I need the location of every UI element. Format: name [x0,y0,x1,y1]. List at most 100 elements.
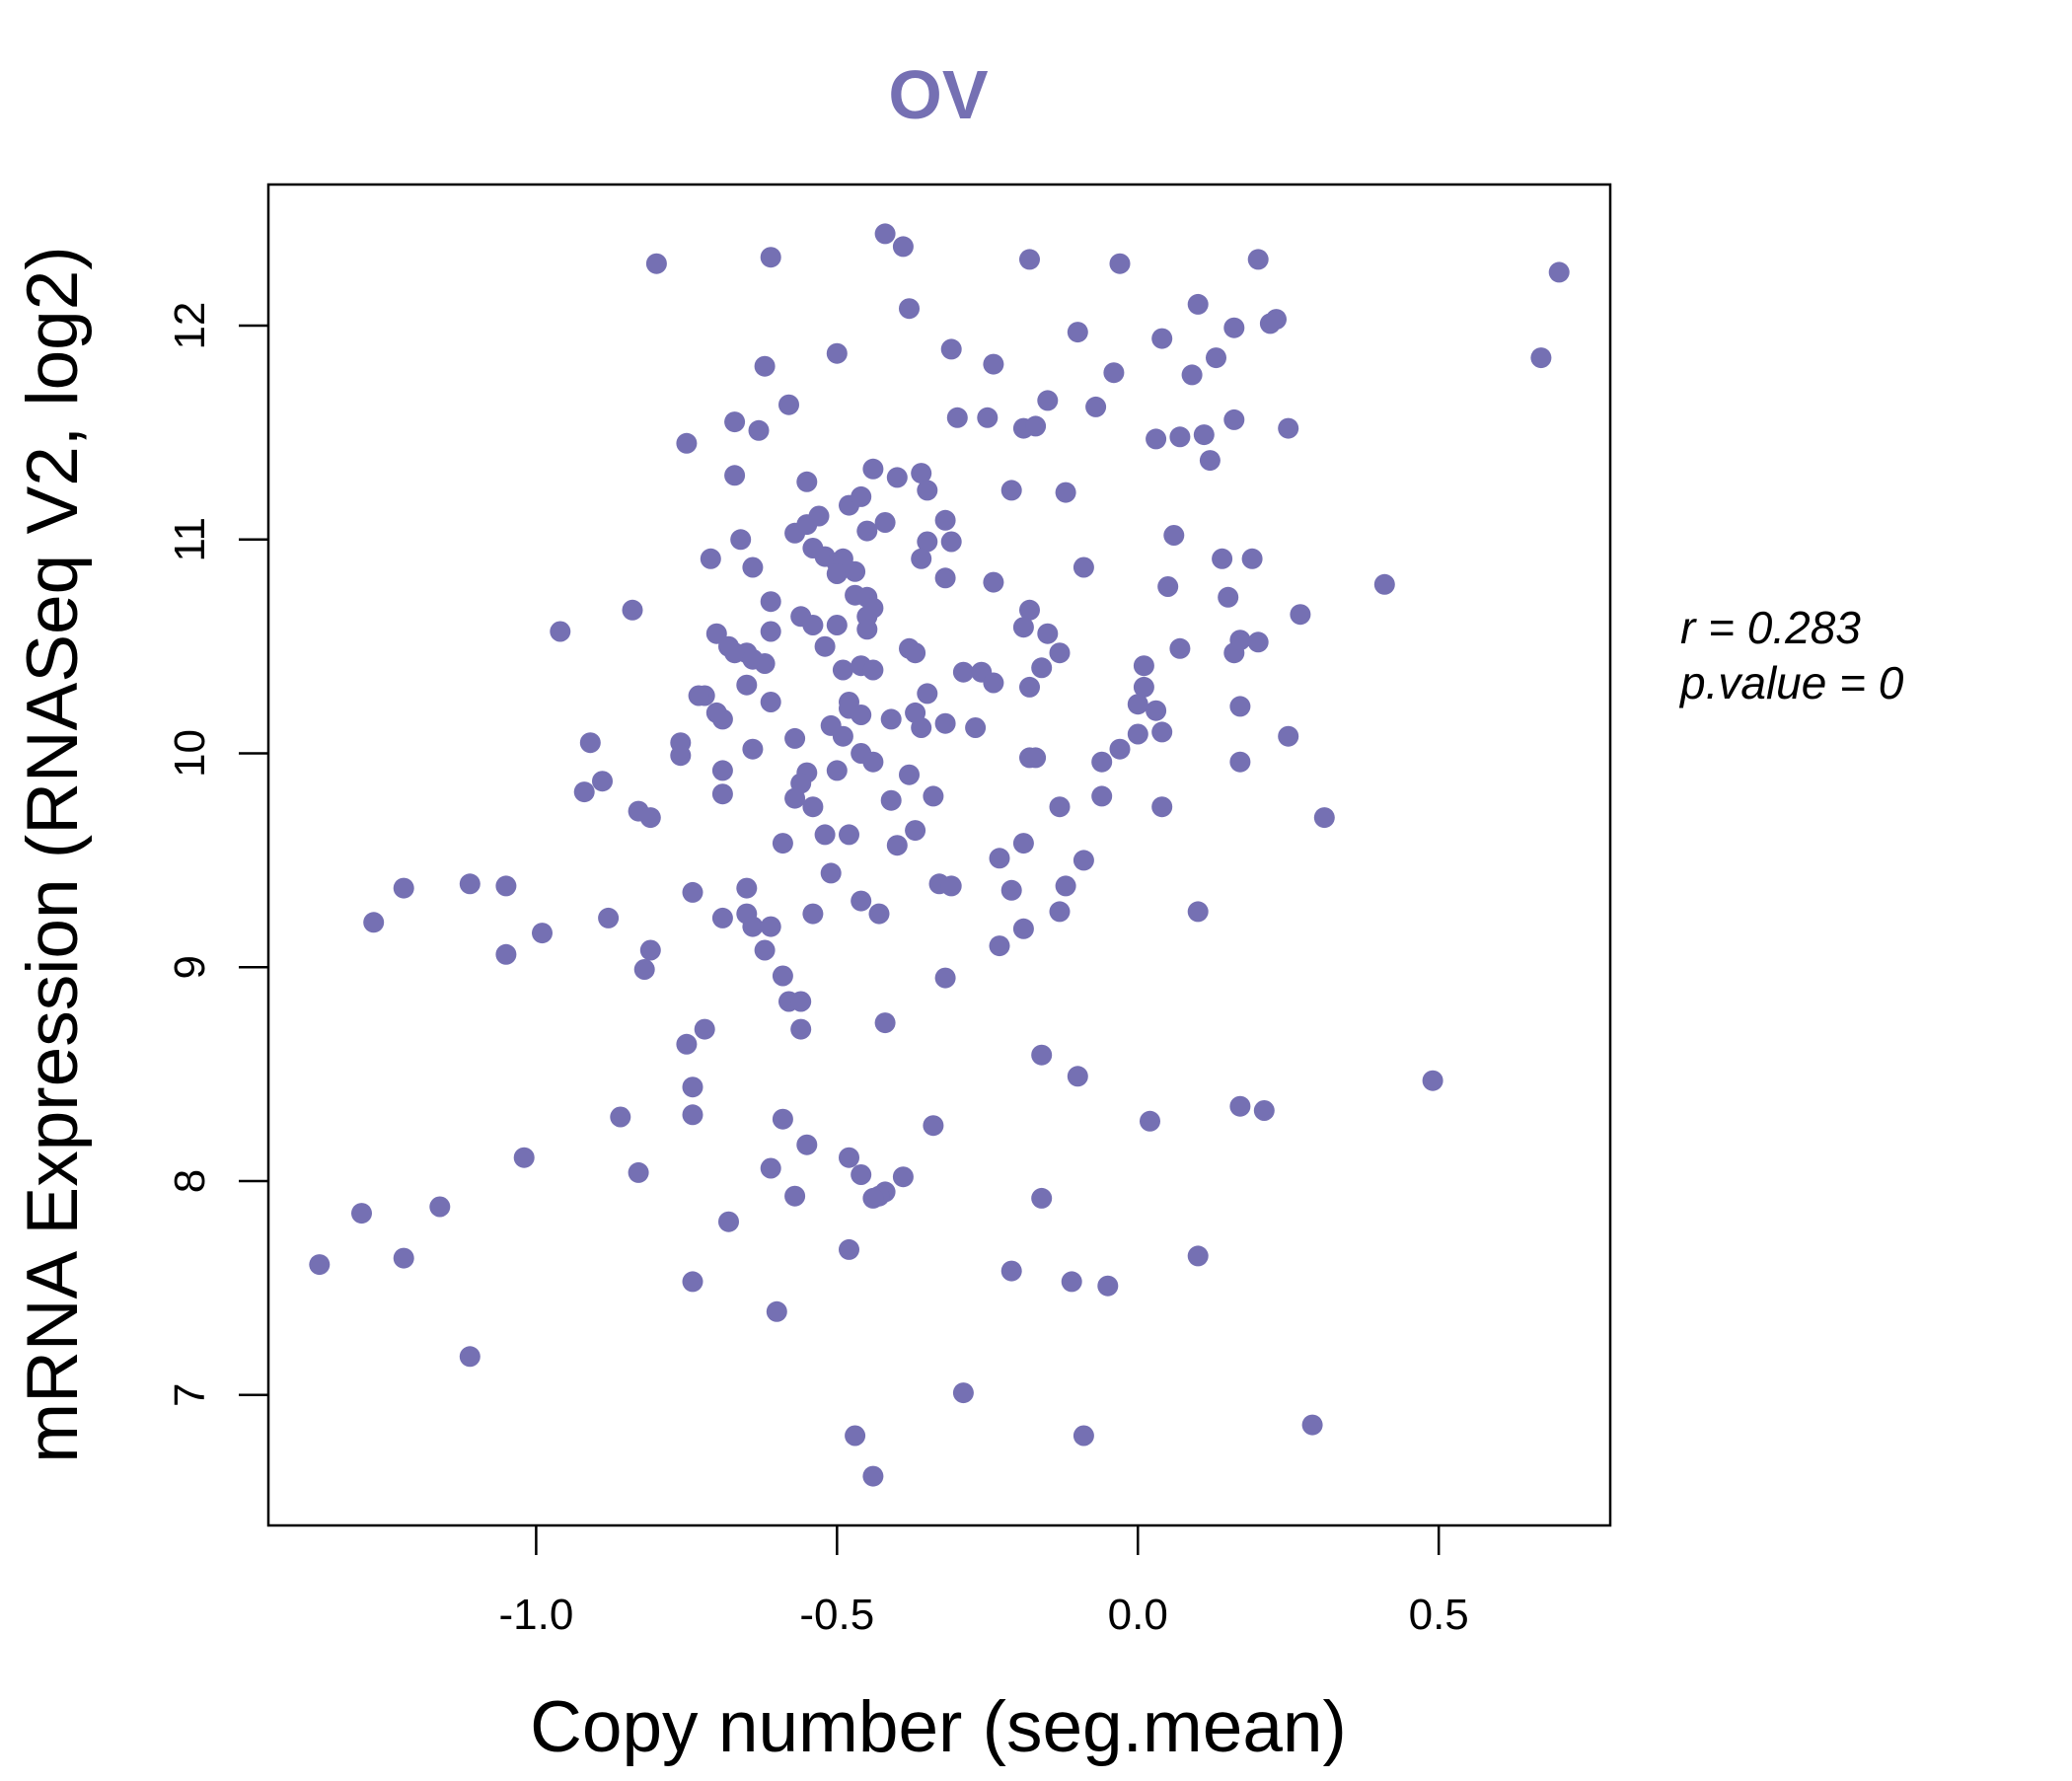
data-point [1266,309,1287,331]
data-point [766,1300,787,1322]
data-point [826,760,848,781]
data-point [513,1147,535,1168]
data-point [826,342,848,364]
y-tick-label: 11 [166,517,214,562]
data-point [940,875,962,897]
data-point [754,653,776,674]
data-point [1187,293,1209,315]
data-point [880,789,902,811]
data-point [911,717,932,738]
y-tick-label: 12 [166,302,214,350]
data-point [724,465,746,486]
data-point [880,708,902,730]
data-point [742,557,764,578]
data-point [983,353,1004,375]
data-point [1012,617,1034,638]
data-point [550,621,571,642]
data-point [1067,1066,1088,1087]
data-point [1097,1275,1119,1297]
data-point [670,745,692,767]
correlation-label: r = 0.283 [1680,602,1861,653]
data-point [1109,738,1131,760]
data-point [711,708,733,730]
data-point [874,1012,896,1034]
data-point [429,1196,451,1218]
data-point [1206,347,1226,369]
x-tick-label: 0.5 [1409,1591,1469,1639]
data-point [495,943,517,965]
data-point [946,407,968,428]
data-point [905,820,926,842]
data-point [772,965,793,987]
data-point [874,512,896,533]
data-point [851,485,872,507]
data-point [1049,901,1071,923]
data-point [718,1211,739,1232]
data-point [826,615,848,635]
data-point [845,1425,866,1447]
data-point [1085,396,1107,417]
data-point [1000,1260,1022,1282]
data-point [628,1161,649,1183]
data-point [784,787,806,809]
data-point [911,548,932,569]
data-point [796,1134,818,1155]
data-point [1133,655,1154,677]
data-points-layer [309,223,1570,1487]
data-point [934,712,956,734]
data-point [965,717,987,738]
data-point [892,236,914,258]
data-point [676,432,698,454]
data-point [952,1382,974,1404]
data-point [1049,642,1071,664]
y-axis: 7 8 9 10 11 12 [166,302,268,1407]
data-point [977,407,999,428]
data-point [1019,676,1040,698]
data-point [592,771,613,792]
data-point [851,705,872,725]
data-point [1049,796,1071,818]
data-point [856,619,878,640]
data-point [820,862,842,884]
data-point [459,1346,481,1368]
data-point [736,674,758,696]
data-point [851,1164,872,1185]
data-point [760,916,781,937]
data-point [1127,723,1148,745]
data-point [748,419,770,441]
data-point [1000,879,1022,901]
data-point [1151,328,1173,349]
data-point [923,1115,944,1137]
data-point [1012,918,1034,939]
x-tick-label: 0.0 [1108,1591,1168,1639]
data-point [639,807,661,829]
data-point [1127,694,1148,715]
data-point [862,458,884,480]
data-point [1073,557,1094,578]
y-tick-label: 10 [166,729,214,778]
data-point [917,531,938,553]
data-point [826,563,848,584]
data-point [1061,1271,1082,1293]
data-point [760,591,781,613]
data-point [874,223,896,245]
data-point [700,548,721,569]
data-point [760,247,781,268]
data-point [839,1147,859,1168]
data-point [742,916,764,937]
data-point [845,560,866,582]
data-point [736,877,758,899]
data-point [633,959,655,980]
data-point [923,785,944,807]
data-point [1247,631,1269,653]
data-point [1055,875,1076,897]
data-point [1133,676,1154,698]
data-point [1109,253,1131,274]
data-point [868,903,890,925]
data-point [989,935,1010,957]
data-point [1229,630,1251,651]
data-point [1037,623,1059,644]
data-point [1530,347,1552,369]
data-point [363,912,385,933]
data-point [645,253,667,274]
